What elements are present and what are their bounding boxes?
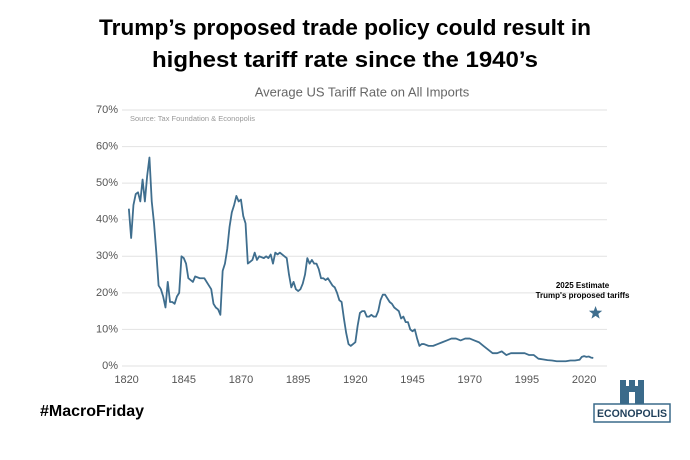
- annotation: 2025 Estimate: [556, 281, 610, 290]
- x-tick-label: 1895: [286, 374, 310, 386]
- logo-tower: [629, 380, 635, 386]
- y-tick-label: 10%: [96, 323, 118, 335]
- x-tick-label: 1945: [400, 374, 424, 386]
- estimate-star: [588, 305, 603, 319]
- y-tick-label: 20%: [96, 287, 118, 299]
- y-tick-label: 0%: [102, 360, 118, 372]
- y-tick-label: 30%: [96, 250, 118, 262]
- source: Source: Tax Foundation & Econopolis: [130, 114, 255, 123]
- logo-tower: [638, 380, 644, 386]
- x-tick-label: 1845: [172, 374, 196, 386]
- logo: ECONOPOLIS: [593, 380, 671, 423]
- logo-tower: [629, 392, 635, 404]
- x-tick-label: 1995: [515, 374, 539, 386]
- chart-subtitle: Average US Tariff Rate on All Imports: [255, 84, 470, 99]
- chart-title: Trump’s proposed trade policy could resu…: [99, 15, 591, 40]
- logo-tower: [620, 380, 626, 386]
- hashtag: #MacroFriday: [40, 403, 144, 420]
- logo-box: [593, 403, 671, 423]
- y-tick-label: 70%: [96, 104, 118, 116]
- chart-title: highest tariff rate since the 1940’s: [152, 47, 538, 72]
- x-tick-label: 1820: [114, 374, 138, 386]
- y-tick-label: 50%: [96, 177, 118, 189]
- x-tick-label: 1870: [229, 374, 253, 386]
- line: [127, 156, 594, 363]
- x-tick-label: 2020: [572, 374, 596, 386]
- x-tick-label: 1920: [343, 374, 367, 386]
- annotation: Trump's proposed tariffs: [536, 291, 630, 300]
- y-tick-label: 40%: [96, 214, 118, 226]
- x-tick-label: 1970: [457, 374, 481, 386]
- logo-text: ECONOPOLIS: [597, 408, 667, 420]
- y-tick-label: 60%: [96, 140, 118, 152]
